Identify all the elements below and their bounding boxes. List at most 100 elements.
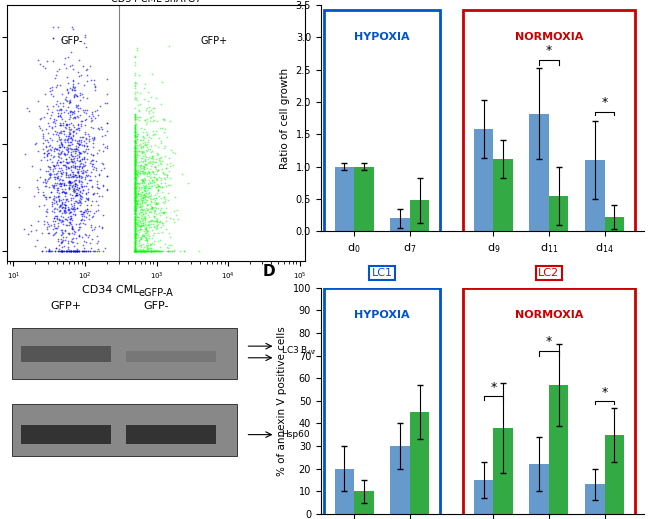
Point [130, 220, 140, 228]
Point [130, 192, 140, 200]
Point [49, 173, 60, 182]
Point [155, 217, 165, 225]
Point [64, 176, 74, 185]
Point [46, 173, 56, 182]
Point [130, 215, 140, 223]
Point [58, 187, 68, 195]
Point [72, 165, 83, 173]
Point [136, 124, 146, 132]
Point [64, 247, 75, 255]
Point [56, 121, 66, 129]
Point [130, 187, 140, 196]
Point [76, 71, 86, 79]
Point [146, 142, 156, 151]
Point [70, 228, 80, 236]
Point [79, 161, 90, 170]
Point [136, 234, 146, 242]
Point [57, 237, 67, 245]
Point [49, 212, 60, 221]
Point [52, 136, 62, 145]
Point [154, 247, 164, 255]
Point [67, 140, 77, 148]
Point [38, 177, 48, 186]
Point [76, 247, 86, 255]
Point [64, 165, 74, 173]
Point [153, 181, 164, 189]
Point [46, 151, 56, 159]
Point [140, 193, 150, 201]
Point [133, 203, 144, 211]
Point [54, 195, 64, 203]
Point [64, 153, 74, 161]
Point [158, 198, 168, 207]
Point [130, 247, 140, 255]
Point [69, 92, 79, 101]
Point [51, 184, 62, 192]
Point [65, 62, 75, 71]
Point [130, 244, 140, 252]
Point [131, 212, 142, 220]
Point [65, 247, 75, 255]
Point [137, 193, 148, 201]
Point [70, 182, 80, 190]
Point [43, 149, 53, 158]
Point [145, 165, 155, 173]
Point [149, 217, 159, 226]
Point [163, 247, 174, 255]
Point [130, 230, 140, 239]
Point [130, 192, 140, 200]
Point [86, 116, 96, 125]
Point [135, 100, 146, 108]
Point [146, 216, 157, 225]
Point [86, 159, 97, 168]
Point [60, 195, 71, 203]
Point [151, 204, 161, 213]
Point [135, 199, 146, 208]
Point [47, 57, 58, 65]
Point [161, 213, 172, 221]
Point [130, 212, 140, 220]
Point [65, 107, 75, 115]
Point [130, 174, 140, 183]
Point [130, 172, 140, 181]
Point [70, 171, 81, 179]
Point [149, 181, 159, 189]
Point [159, 209, 169, 217]
Point [130, 182, 140, 190]
Point [130, 201, 140, 210]
Point [51, 173, 62, 182]
Point [50, 127, 60, 135]
Point [130, 245, 140, 254]
Point [92, 232, 102, 240]
Point [77, 233, 87, 241]
Point [162, 173, 172, 182]
Point [59, 207, 70, 215]
Point [82, 142, 92, 151]
Point [65, 215, 75, 223]
Point [130, 245, 140, 254]
Point [73, 120, 84, 128]
Point [135, 164, 146, 172]
Point [130, 192, 140, 200]
Point [47, 161, 58, 169]
Point [130, 174, 140, 182]
Point [149, 229, 159, 237]
Point [77, 210, 87, 218]
Point [130, 238, 140, 247]
Point [56, 182, 66, 190]
Point [146, 195, 156, 203]
Bar [585, 160, 604, 231]
Point [130, 243, 140, 251]
Point [130, 184, 140, 193]
Point [54, 132, 64, 141]
Point [130, 177, 140, 186]
Point [81, 108, 92, 117]
Point [79, 247, 90, 255]
Point [130, 181, 140, 189]
Point [130, 156, 140, 165]
Point [134, 213, 144, 221]
Point [130, 213, 140, 222]
Point [137, 231, 148, 240]
Point [143, 221, 153, 229]
Point [135, 196, 146, 204]
